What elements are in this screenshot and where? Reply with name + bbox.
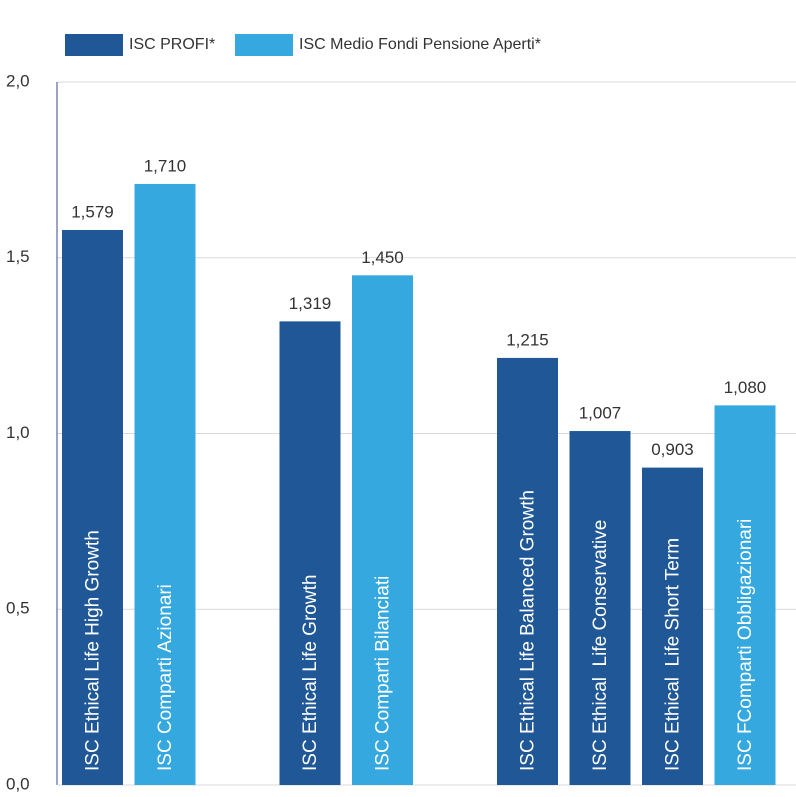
- y-tick-label: 2,0: [6, 71, 30, 90]
- category-label: ISC Ethical Life Balanced Growth: [518, 490, 539, 771]
- y-tick-label: 0,5: [6, 599, 30, 618]
- legend-label: ISC PROFI*: [129, 36, 215, 53]
- legend-label: ISC Medio Fondi Pensione Aperti*: [299, 36, 541, 53]
- value-label: 1,007: [579, 404, 622, 423]
- bar: [569, 431, 631, 785]
- y-tick-label: 1,0: [6, 423, 30, 442]
- value-label: 1,215: [506, 330, 549, 349]
- value-label: 1,710: [144, 156, 187, 175]
- category-label: ISC Comparti Bilanciati: [373, 576, 394, 771]
- value-label: 1,579: [71, 202, 114, 221]
- y-tick-label: 0,0: [6, 774, 30, 793]
- value-label: 0,903: [651, 440, 694, 459]
- bar: [62, 229, 123, 785]
- y-tick-label: 1,5: [6, 247, 30, 266]
- category-label: ISC Ethical Life Growth: [300, 575, 321, 771]
- value-label: 1,319: [289, 294, 332, 313]
- bar: [279, 321, 341, 785]
- value-label: 1,080: [724, 378, 767, 397]
- category-label: ISC Ethical Life Conservative: [590, 520, 611, 771]
- category-label: ISC Comparti Azionari: [155, 584, 176, 771]
- bar: [714, 405, 776, 785]
- bar: [642, 467, 703, 785]
- legend-swatch: [235, 34, 293, 56]
- category-label: ISC FComparti Obbligazionari: [735, 519, 756, 771]
- value-label: 1,450: [361, 248, 404, 267]
- category-label: ISC Ethical Life High Growth: [83, 530, 104, 771]
- category-label: ISC Ethical Life Short Term: [663, 538, 684, 771]
- bar: [352, 275, 413, 785]
- bar: [497, 357, 558, 785]
- legend-swatch: [65, 34, 123, 56]
- bar: [134, 183, 196, 785]
